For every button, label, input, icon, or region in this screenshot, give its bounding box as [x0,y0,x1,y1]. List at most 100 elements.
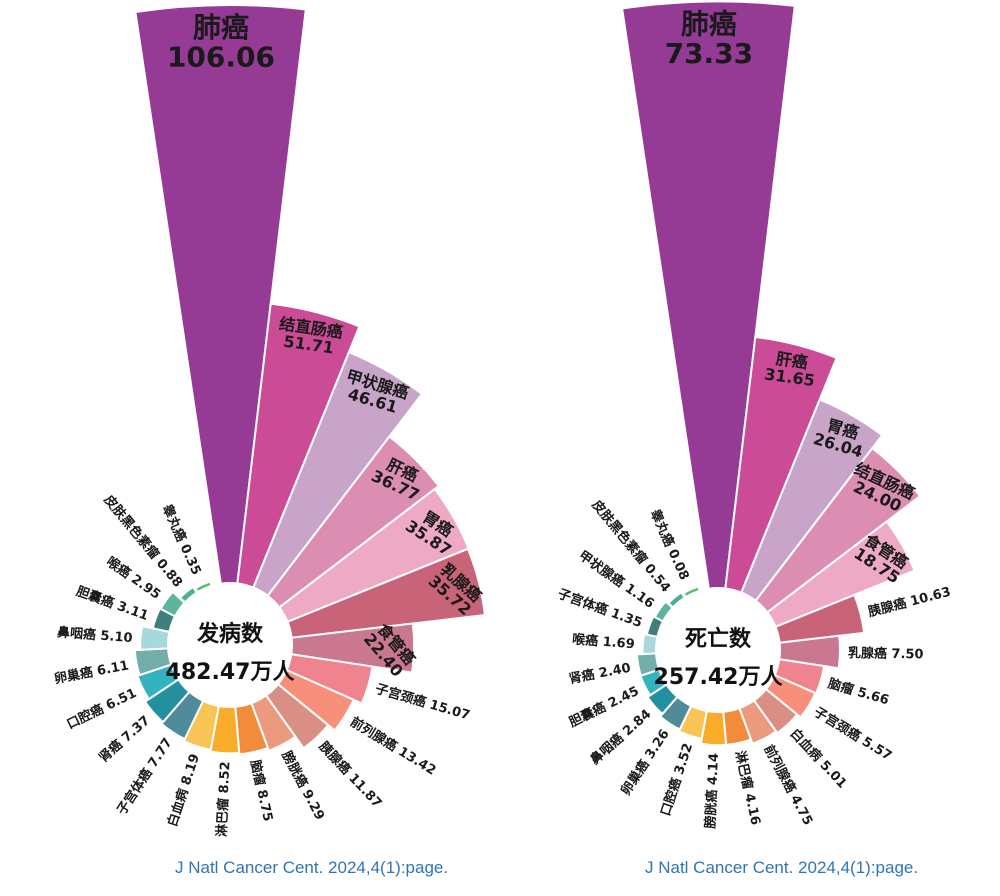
rose-sector[interactable] [139,624,171,651]
sector-category-value-label: 乳腺癌 7.50 [848,645,924,662]
sector-category-label: 肺癌 [193,11,249,44]
sector-category-value-label: 脑瘤 5.66 [826,676,891,709]
rose-sector[interactable] [252,350,424,598]
sector-value-label: 0.88 [153,556,185,590]
center-title: 发病数 [196,621,264,647]
rose-sector[interactable] [620,0,796,590]
sector-category-label: 卵巢癌 [53,663,99,687]
sector-category-label: 甲状腺癌 [576,548,631,594]
rose-sector[interactable] [764,673,817,719]
sector-value-label: 8.75 [253,788,275,823]
center-total: 257.42万人 [654,665,783,690]
rose-sector[interactable] [752,687,799,735]
rose-sector[interactable] [133,647,173,677]
sector-value-label: 7.50 [891,647,923,663]
sector-value-label: 2.84 [620,707,654,739]
rose-sector[interactable] [658,695,693,731]
sector-category-label: 前列腺癌 [347,714,404,757]
rose-sector[interactable] [181,588,196,601]
sector-category-value-label: 膀胱癌 4.14 [702,753,722,830]
sector-category-label: 子宫颈癌 [374,681,433,712]
mortality-rose-chart: 肺癌73.33肝癌31.65胃癌26.04结直肠癌24.00食管癌18.75胰腺… [556,0,953,830]
rose-sector[interactable] [266,435,441,609]
sector-label-group: 淋巴瘤 8.52 [214,761,234,837]
rose-sector[interactable] [290,622,416,674]
sector-category-value-label: 口腔癌 6.51 [64,685,139,733]
sector-value-label: 3.26 [643,727,673,762]
sector-value-label: 5.66 [855,685,890,708]
sector-value-label: 4.16 [741,792,763,827]
sector-value-label: 9.29 [299,787,327,822]
rose-sector[interactable] [641,632,659,656]
rose-sector[interactable] [285,653,374,705]
sector-category-label: 鼻咽癌 [56,624,101,643]
sector-value-label: 10.63 [909,585,953,610]
sector-category-label: 皮肤黑色素瘤 [100,491,166,566]
sector-category-value-label: 喉癌 1.69 [572,631,636,652]
sector-value-label: 0.54 [641,561,673,595]
sector-value-label: 0.35 [177,542,204,577]
rose-sector[interactable] [684,587,699,596]
sector-category-value-label: 白血病 8.19 [164,752,203,829]
sector-value-label: 2.95 [128,572,163,603]
sector-category-label: 子宫体癌 [114,762,158,818]
sector-value-label: 4.14 [706,753,723,786]
rose-sector[interactable] [677,704,708,740]
rose-sector[interactable] [653,600,674,623]
rose-sector[interactable] [236,302,361,589]
rose-sector[interactable] [699,709,728,747]
rose-sector[interactable] [134,3,307,585]
sector-category-label: 脑瘤 [247,758,269,791]
rose-sector[interactable] [159,590,186,618]
sector-value-label: 5.57 [859,734,894,764]
sector-label-group: 脑瘤 8.75 [247,758,275,823]
rose-sector[interactable] [635,652,661,677]
sector-category-value-label: 肾癌 7.37 [96,713,154,766]
rose-sector[interactable] [724,335,838,594]
source-citation-mortality[interactable]: J Natl Cancer Cent. 2024,4(1):page. [645,858,919,877]
sector-value-label: 6.51 [104,686,139,714]
sector-label-group: 口腔癌 3.52 [658,741,697,818]
rose-sector[interactable] [276,668,355,732]
rose-sector[interactable] [669,593,684,606]
sector-category-label: 白血病 [164,782,193,828]
sector-label-group: 乳腺癌 7.50 [848,645,924,662]
rose-sector[interactable] [234,701,270,756]
sector-value-label: 5.10 [100,629,133,646]
rose-sector[interactable] [646,683,679,716]
sector-value-label: 73.33 [665,37,754,70]
sector-value-label: 1.69 [602,635,635,652]
source-citation-incidence[interactable]: J Natl Cancer Cent. 2024,4(1):page. [175,858,449,877]
sector-category-label: 肺癌 [681,7,737,40]
sector-category-label: 胆囊癌 [74,583,120,613]
sector-label-group: 卵巢癌 6.11 [53,658,130,687]
rose-sector[interactable] [182,699,220,752]
rose-sector[interactable] [774,593,866,644]
rose-sector[interactable] [740,398,884,603]
rose-sector[interactable] [765,520,916,629]
rose-sector[interactable] [196,582,211,591]
rose-sector[interactable] [778,634,841,670]
sector-category-value-label: 肾癌 2.40 [568,660,632,687]
sector-category-label: 前列腺癌 [760,742,801,799]
sector-category-label: 胰腺癌 [866,594,912,620]
sector-value-label: 7.37 [119,713,153,745]
rose-sector[interactable] [264,682,330,750]
sector-value-label: 13.42 [395,744,438,778]
sector-label-group: 胰腺癌 10.63 [866,585,953,621]
sector-value-label: 8.52 [217,761,234,794]
sector-label-group: 白血病 8.19 [164,752,203,829]
rose-sector[interactable] [250,694,297,752]
rose-sector[interactable] [160,690,205,741]
sector-value-label: 8.19 [179,752,203,787]
rose-sector[interactable] [143,678,191,724]
sector-value-label: 106.06 [167,40,275,73]
rose-sector[interactable] [754,446,922,614]
sector-label-group: 肾癌 7.37 [96,713,154,766]
sector-label-group: 淋巴瘤 4.16 [732,749,763,827]
sector-label-group: 脑瘤 5.66 [826,676,891,709]
sector-value-label: 5.01 [816,758,849,792]
rose-sector[interactable] [645,615,665,639]
rose-sector[interactable] [286,547,487,639]
